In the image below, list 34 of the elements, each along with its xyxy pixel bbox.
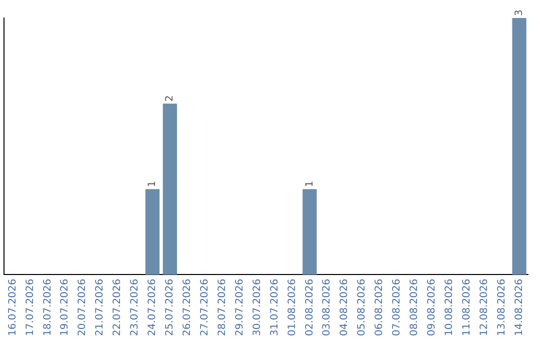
x-tick-label: 08.08.2026 xyxy=(409,278,420,336)
x-tick-label: 06.08.2026 xyxy=(374,278,386,336)
x-tick-label: 18.07.2026 xyxy=(42,278,54,336)
x-tick-label: 02.08.2026 xyxy=(304,278,316,336)
x-tick-label: 26.07.2026 xyxy=(182,278,193,336)
x-tick-label: 22.07.2026 xyxy=(112,278,124,336)
data-label: 1 xyxy=(147,180,158,188)
data-label: 1 xyxy=(304,180,316,188)
x-tick-label: 27.07.2026 xyxy=(199,278,210,336)
x-tick-label: 05.08.2026 xyxy=(356,278,368,336)
data-label: 3 xyxy=(514,10,525,16)
x-tick-label: 14.08.2026 xyxy=(514,278,525,336)
x-tick-label: 01.08.2026 xyxy=(286,278,298,336)
x-tick-label: 29.07.2026 xyxy=(234,278,246,336)
x-tick-label: 03.08.2026 xyxy=(322,278,333,336)
x-tick-label: 16.07.2026 xyxy=(7,278,18,336)
x-tick-label: 12.08.2026 xyxy=(478,278,490,336)
x-tick-label: 24.07.2026 xyxy=(147,278,158,336)
x-tick-label: 07.08.2026 xyxy=(392,278,403,336)
x-tick-label: 23.07.2026 xyxy=(130,278,141,336)
x-tick-label: 09.08.2026 xyxy=(426,278,438,336)
x-tick-label: 28.07.2026 xyxy=(216,278,228,336)
x-tick-label: 20.07.2026 xyxy=(77,278,88,336)
x-tick-label: 13.08.2026 xyxy=(496,278,508,336)
x-tick-label: 11.08.2026 xyxy=(461,278,472,336)
x-tick-label: 19.07.2026 xyxy=(60,278,71,336)
x-tick-label: 10.08.2026 xyxy=(444,278,455,336)
x-tick-label: 30.07.2026 xyxy=(252,278,263,336)
x-tick-label: 31.07.2026 xyxy=(269,278,280,336)
data-label: 2 xyxy=(164,95,176,102)
x-tick-label: 17.07.2026 xyxy=(24,278,36,336)
x-tick-label: 25.07.2026 xyxy=(164,278,176,336)
x-tick-label: 21.07.2026 xyxy=(94,278,106,336)
x-tick-label: 04.08.2026 xyxy=(339,278,350,336)
